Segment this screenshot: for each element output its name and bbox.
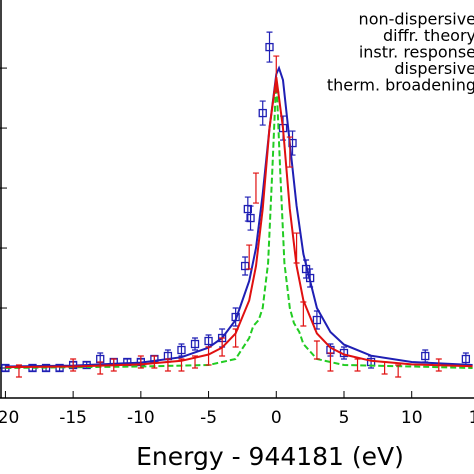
error-bar [266,31,273,63]
x-tick-label: -10 [127,408,155,428]
x-tick-label: 15 [469,408,474,428]
series-line [5,77,473,369]
data-point [421,351,430,361]
x-tick-label: 5 [339,408,350,428]
series-line [5,65,473,368]
series-line [5,76,473,369]
data-point [312,315,322,325]
error-bar [313,340,320,360]
legend-label: instr. response [359,43,474,62]
error-bar [259,100,266,126]
error-bar [178,343,185,357]
error-bar [244,196,251,222]
legend-label: diffr. theory [383,26,474,45]
error-bar [395,364,402,378]
error-bar [137,355,144,369]
error-bar [205,346,212,366]
error-bar [151,355,158,369]
data-point [190,339,200,349]
error-bar [286,136,293,168]
error-bar [242,256,249,276]
error-bar [462,352,469,366]
error-bar [247,205,254,231]
error-bar [70,358,77,372]
data-point [246,213,255,223]
x-tick-label: -20 [0,408,19,428]
error-bar [246,244,253,270]
error-bar [422,349,429,363]
legend-label: dispersive [394,59,474,78]
error-bar [252,172,259,204]
x-tick-label: -5 [200,408,217,428]
x-axis-label: Energy - 944181 (eV) [136,442,404,471]
error-bar [381,361,388,375]
data-point [265,42,274,52]
error-bar [327,352,334,372]
x-tick-label: 0 [271,408,282,428]
legend-label: therm. broadening [327,76,474,95]
error-bar [97,361,104,375]
data-point [177,345,186,355]
data-point [461,354,471,364]
data-point [204,336,213,346]
legend-label: non-dispersive [359,10,474,29]
data-point [258,108,267,118]
error-bar [192,337,199,351]
x-tick-label: 10 [401,408,423,428]
x-tick-label: -15 [59,408,87,428]
